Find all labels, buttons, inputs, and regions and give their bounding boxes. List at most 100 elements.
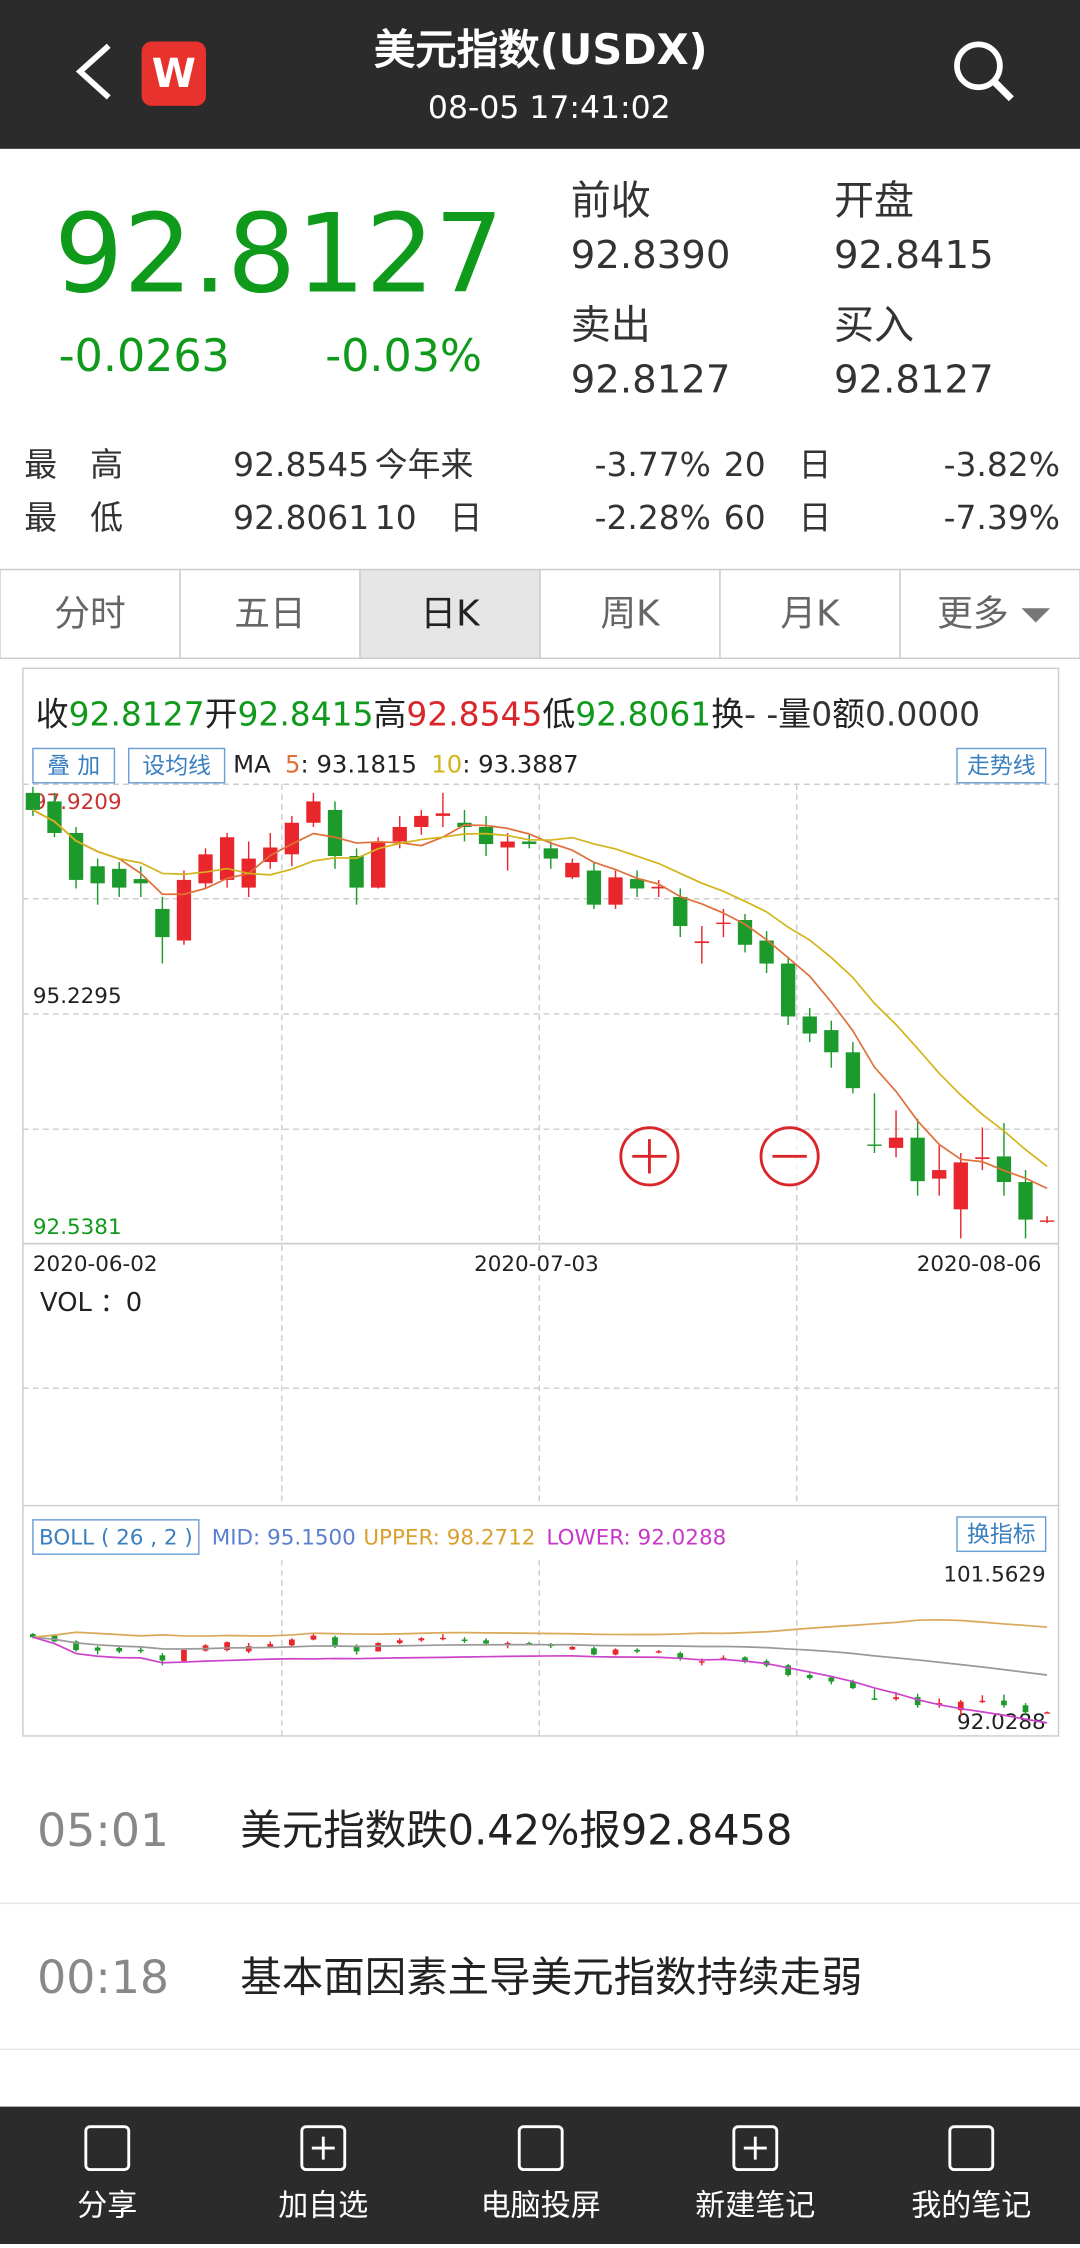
candle-body xyxy=(392,827,407,842)
stat: -7.39% xyxy=(944,498,1060,537)
candle-body xyxy=(68,832,84,880)
stat: 最 低 xyxy=(24,498,123,537)
candle-body xyxy=(910,1137,925,1182)
news-time: 00:18 xyxy=(37,1951,169,2004)
time: 08-05 17:41:02 xyxy=(428,90,671,126)
candle-body xyxy=(871,1698,878,1700)
candle xyxy=(1001,1694,1007,1708)
news-item[interactable]: 05:01 美元指数跌0.42%报92.8458 xyxy=(37,1804,792,1857)
back-button[interactable] xyxy=(75,43,111,100)
candle-body xyxy=(47,801,62,833)
candle-body xyxy=(306,801,321,823)
candle-body xyxy=(1044,1712,1050,1714)
candle-body xyxy=(850,1681,856,1689)
candle xyxy=(586,861,602,909)
tab-label: 周K xyxy=(600,593,661,634)
candle-body xyxy=(742,1657,748,1662)
ma-name: 10 xyxy=(431,750,462,779)
ma-name: 5 xyxy=(285,750,300,779)
candle xyxy=(694,926,709,964)
candle-body xyxy=(612,1649,619,1655)
field-value: 92.8127 xyxy=(571,358,731,403)
candle-body xyxy=(651,886,666,889)
chart-button[interactable]: 设均线 xyxy=(128,747,226,784)
candle xyxy=(435,792,451,828)
candle xyxy=(224,1641,230,1652)
candle xyxy=(543,841,558,869)
candle-body xyxy=(371,841,386,888)
chart-button[interactable]: 换指标 xyxy=(956,1516,1047,1553)
button-box xyxy=(956,1516,1047,1553)
y-tick-label: 95.2295 xyxy=(33,984,122,1009)
ma-value: : 93.3887 xyxy=(462,750,578,779)
candle-body xyxy=(979,1700,986,1703)
candle-body xyxy=(694,941,709,944)
boll-lower: LOWER: 92.0288 xyxy=(546,1525,726,1550)
candle-body xyxy=(673,896,688,927)
candle xyxy=(979,1695,986,1704)
info-label: 量 xyxy=(778,694,811,733)
tab-cell xyxy=(0,568,181,660)
candle xyxy=(932,1144,947,1196)
field-value: 92.8390 xyxy=(571,233,731,278)
candle-body xyxy=(176,879,192,941)
tab-label: 更多 xyxy=(937,593,1008,634)
info-label: 低 xyxy=(542,694,575,733)
zoom-out[interactable] xyxy=(759,1126,820,1187)
change-pct: -0.03% xyxy=(325,331,482,382)
chart-button[interactable]: 走势线 xyxy=(956,747,1047,784)
nav-item[interactable]: 加自选 xyxy=(278,2125,368,2224)
candle-body xyxy=(914,1697,921,1706)
boll-legend-button[interactable]: BOLL ( 26 , 2 ) xyxy=(32,1519,200,1555)
nav-item[interactable]: 分享 xyxy=(77,2125,137,2224)
candle-body xyxy=(677,1653,684,1659)
chart-button[interactable]: 叠 加 xyxy=(32,747,116,784)
candle-body xyxy=(90,866,105,884)
field-label: 买入 xyxy=(834,303,914,349)
candle xyxy=(759,931,774,973)
nav-icon xyxy=(948,2125,995,2172)
tab[interactable]: 周K xyxy=(539,568,721,660)
candle-body xyxy=(414,815,429,828)
nav-item[interactable]: 我的笔记 xyxy=(911,2125,1031,2224)
candle xyxy=(781,956,796,1026)
candle-body xyxy=(478,827,494,845)
nav-label: 新建笔记 xyxy=(695,2188,815,2223)
candle-body xyxy=(932,1170,947,1179)
candle-body xyxy=(1022,1705,1029,1713)
tab[interactable]: 五日 xyxy=(179,568,361,660)
candle xyxy=(414,809,429,835)
boll-mid: MID: 95.1500 xyxy=(212,1525,356,1550)
candle xyxy=(651,879,666,897)
candle xyxy=(1039,1216,1055,1224)
candle xyxy=(565,858,580,880)
candle xyxy=(371,837,386,889)
candle-body xyxy=(522,841,537,845)
candle xyxy=(802,1007,817,1043)
tab[interactable]: 日K xyxy=(359,568,541,660)
tab[interactable]: 更多 xyxy=(899,568,1080,660)
tab[interactable]: 分时 xyxy=(0,568,181,660)
info-label: 高 xyxy=(373,694,406,733)
stat: 92.8061 xyxy=(233,498,369,537)
info-value: 92.8127 xyxy=(69,694,205,733)
nav-item[interactable]: 新建笔记 xyxy=(695,2125,815,2224)
candle-body xyxy=(94,1647,101,1651)
candle-body xyxy=(720,1657,727,1660)
candle xyxy=(569,1646,576,1650)
tab-label: 日K xyxy=(420,593,481,634)
search-button[interactable] xyxy=(954,41,1014,102)
candle-body xyxy=(996,1156,1012,1183)
candle-body xyxy=(634,1649,640,1652)
candle-body xyxy=(332,1637,338,1646)
zoom-in[interactable] xyxy=(619,1126,680,1187)
nav-item[interactable]: 电脑投屏 xyxy=(481,2125,601,2224)
info-line: 收92.8127开92.8415高92.8545低92.8061换- -量0额0… xyxy=(36,694,980,733)
candle xyxy=(440,1634,446,1641)
candle xyxy=(888,1110,904,1158)
tab[interactable]: 月K xyxy=(719,568,901,660)
candle xyxy=(612,1648,619,1656)
candle-body xyxy=(893,1697,899,1700)
news-item[interactable]: 00:18 基本面因素主导美元指数持续走弱 xyxy=(37,1951,862,2004)
tab-label: 分时 xyxy=(54,593,125,634)
